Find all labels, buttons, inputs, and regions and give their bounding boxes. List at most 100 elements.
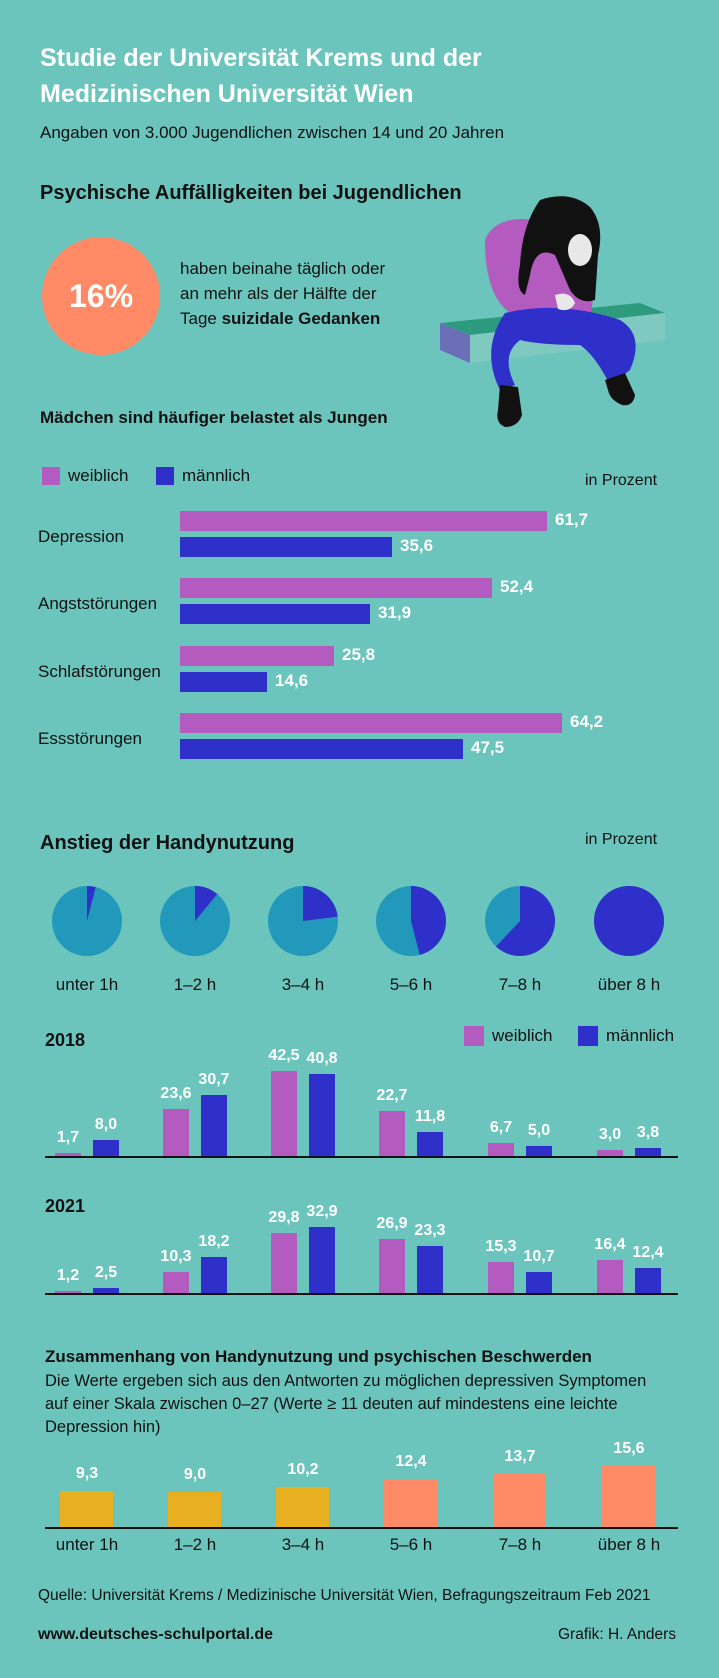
vbar-female-value: 22,7 [376, 1087, 408, 1104]
vbar-male-value: 18,2 [198, 1233, 230, 1250]
pie-category-label: unter 1h [55, 975, 119, 994]
pie-chart [268, 886, 338, 956]
graphic-credit: Grafik: H. Anders [558, 1626, 677, 1643]
pie-highlight-slice [195, 886, 218, 921]
pie-chart [160, 886, 230, 956]
hbar-female-value: 25,8 [342, 645, 376, 664]
pie-chart [52, 886, 122, 956]
depression-bar [276, 1487, 329, 1527]
website-label: www.deutsches-schulportal.de [38, 1626, 274, 1643]
hbar-category-label: Essstörungen [38, 729, 142, 748]
vbar-female [271, 1233, 297, 1293]
hbar-unit-label: in Prozent [585, 472, 658, 489]
vbar-male-value: 30,7 [198, 1071, 230, 1088]
vbar-female-value: 26,9 [376, 1215, 408, 1232]
vbar-male-value: 5,0 [527, 1122, 551, 1139]
depression-category-label: 5–6 h [389, 1535, 433, 1554]
hbar-female [180, 511, 547, 531]
pie-category-label: 1–2 h [173, 975, 217, 994]
vbar-female-value: 1,7 [56, 1129, 80, 1146]
pie-chart [376, 886, 446, 956]
hbar-male-value: 14,6 [275, 671, 309, 690]
vbar-female-value: 3,0 [598, 1126, 622, 1143]
legend2-female: weiblich [464, 1026, 552, 1046]
hbar-male [180, 604, 370, 624]
vbar-female-value: 23,6 [160, 1085, 192, 1102]
pie-category-label: 5–6 h [389, 975, 433, 994]
hbar-male-value: 47,5 [471, 738, 505, 757]
page-subtitle: Angaben von 3.000 Jugendlichen zwischen … [40, 123, 505, 142]
vbar-female [488, 1262, 514, 1293]
hbar-male-value: 35,6 [400, 536, 434, 555]
vbar-female-value: 1,2 [56, 1267, 80, 1284]
bar-axis-line [45, 1156, 678, 1158]
section-heading-psychische: Psychische Auffälligkeiten bei Jugendlic… [40, 182, 462, 204]
depression-bar [384, 1479, 437, 1527]
hbar-female-value: 61,7 [555, 510, 589, 529]
depression-bar-value: 12,4 [395, 1453, 427, 1470]
hbar-female-value: 52,4 [500, 577, 534, 596]
hbar-male [180, 672, 267, 692]
vbar-female [55, 1153, 81, 1156]
depression-chart-title: Zusammenhang von Handynutzung und psychi… [45, 1347, 592, 1366]
vbar-male-value: 11,8 [414, 1108, 446, 1125]
bar-axis-line [45, 1293, 678, 1295]
stat-line-3-bold: suizidale Gedanken [221, 309, 381, 328]
desc-line-3: Depression hin) [45, 1418, 161, 1436]
title-line-1: Studie der Universität Krems und der [40, 44, 482, 72]
legend2-female-label: weiblich [492, 1026, 553, 1045]
depression-category-label: 1–2 h [173, 1535, 217, 1554]
legend-male-label: männlich [182, 466, 251, 485]
vbar-male [309, 1227, 335, 1293]
vbar-male-value: 40,8 [306, 1050, 338, 1067]
depression-bar [602, 1466, 655, 1527]
legend2-male-label: männlich [606, 1026, 675, 1045]
year-2018-label: 2018 [45, 1030, 86, 1050]
legend2-female-swatch [464, 1026, 484, 1046]
vbar-female [271, 1071, 297, 1156]
vbar-female [488, 1143, 514, 1156]
vbar-male [635, 1268, 661, 1293]
pie-highlight-slice [496, 886, 555, 956]
legend-male: männlich [156, 466, 250, 486]
depression-bar-value: 9,3 [75, 1465, 99, 1482]
vbar-female [163, 1109, 189, 1156]
vbar-male [201, 1257, 227, 1293]
legend2-male-swatch [578, 1026, 598, 1046]
legend-female-swatch [42, 467, 60, 485]
title-line-2: Medizinischen Universität Wien [40, 80, 414, 108]
vbar-female-value: 29,8 [268, 1209, 300, 1226]
hbar-female [180, 646, 334, 666]
depression-category-label: unter 1h [55, 1535, 119, 1554]
pie-unit-label: in Prozent [585, 831, 658, 848]
vbar-male-value: 23,3 [414, 1222, 446, 1239]
vbar-female-value: 6,7 [489, 1119, 513, 1136]
pie-category-label: 7–8 h [498, 975, 542, 994]
depression-chart-description: Die Werte ergeben sich aus den Antworten… [45, 1370, 675, 1439]
desc-line-2: auf einer Skala zwischen 0–27 (Werte ≥ 1… [45, 1395, 618, 1413]
vbar-female [55, 1291, 81, 1293]
year-2021-label: 2021 [45, 1196, 86, 1216]
sitting-girl-illustration [440, 196, 665, 427]
hbar-female [180, 578, 492, 598]
hbar-male-value: 31,9 [378, 603, 412, 622]
depression-bar [168, 1492, 221, 1527]
pie-highlight-slice [594, 886, 664, 956]
vbar-male-value: 10,7 [523, 1248, 555, 1265]
vbar-male [417, 1132, 443, 1156]
legend-female: weiblich [42, 466, 128, 486]
vbar-female [379, 1239, 405, 1293]
depression-axis-line [45, 1527, 678, 1529]
hbar-category-label: Schlafstörungen [38, 662, 161, 681]
pie-highlight-slice [411, 886, 446, 955]
vbar-female [163, 1272, 189, 1293]
depression-category-label: über 8 h [597, 1535, 661, 1554]
stat-description: haben beinahe täglich oder an mehr als d… [180, 256, 420, 331]
vbar-female-value: 16,4 [594, 1236, 626, 1253]
legend-female-label: weiblich [68, 466, 129, 485]
stat-circle: 16% [42, 237, 160, 355]
pie-highlight-slice [87, 886, 96, 921]
pie-highlight-slice [303, 886, 338, 921]
vbar-male [635, 1148, 661, 1156]
vbar-male-value: 12,4 [632, 1244, 664, 1261]
